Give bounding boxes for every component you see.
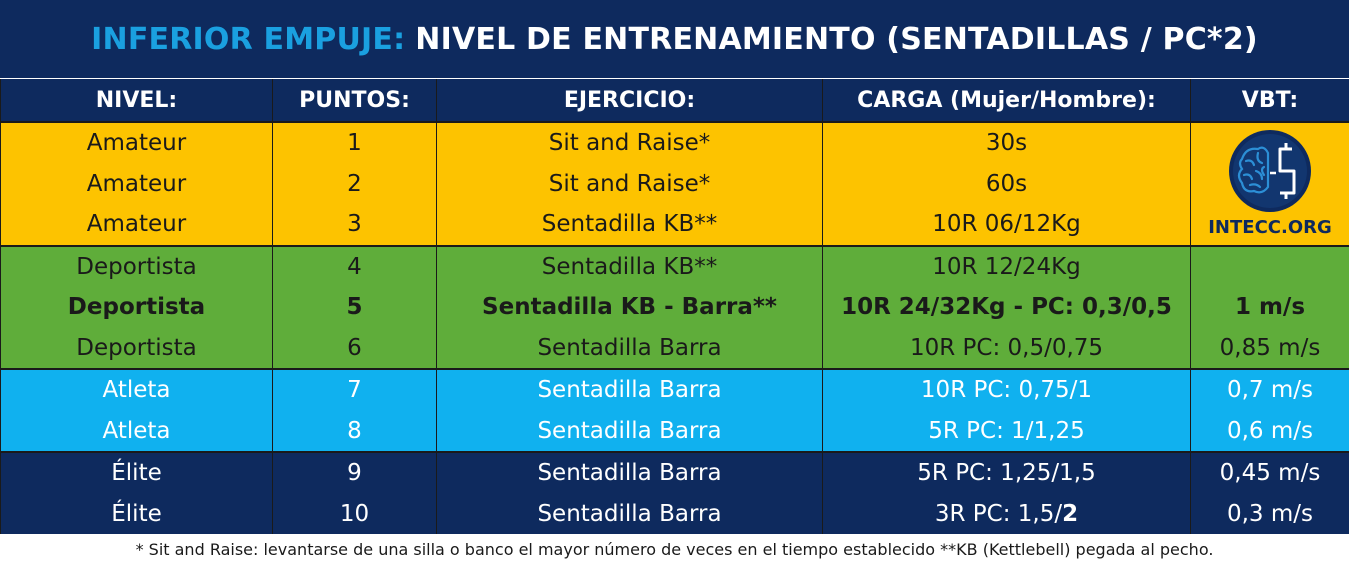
brain-s-logo-icon bbox=[1229, 130, 1311, 213]
cell-ejercicio: Sit and Raise* bbox=[436, 163, 823, 204]
cell-nivel: Atleta bbox=[0, 410, 273, 452]
title-bar: INFERIOR EMPUJE: NIVEL DE ENTRENAMIENTO … bbox=[0, 0, 1349, 78]
training-level-table: NIVEL: PUNTOS: EJERCICIO: CARGA (Mujer/H… bbox=[0, 79, 1349, 534]
cell-vbt: 0,3 m/s bbox=[1190, 493, 1349, 534]
cell-ejercicio: Sentadilla Barra bbox=[436, 368, 823, 411]
cell-nivel: Amateur bbox=[0, 163, 273, 204]
cell-vbt: 0,45 m/s bbox=[1190, 451, 1349, 494]
table-row: Deportista 5 Sentadilla KB - Barra** 10R… bbox=[0, 287, 1349, 328]
cell-ejercicio: Sentadilla Barra bbox=[436, 451, 823, 494]
cell-ejercicio: Sentadilla Barra bbox=[436, 493, 823, 534]
title-accent: INFERIOR EMPUJE: bbox=[91, 21, 406, 57]
cell-carga: 10R 12/24Kg bbox=[822, 244, 1191, 287]
cell-nivel: Deportista bbox=[0, 287, 273, 328]
cell-carga-bold: 2 bbox=[1062, 500, 1079, 527]
cell-nivel: Deportista bbox=[0, 327, 273, 369]
header-ejercicio: EJERCICIO: bbox=[436, 79, 823, 123]
cell-carga: 10R PC: 0,75/1 bbox=[822, 368, 1191, 411]
cell-puntos: 6 bbox=[272, 327, 437, 369]
table-row: Élite 9 Sentadilla Barra 5R PC: 1,25/1,5… bbox=[0, 451, 1349, 494]
cell-puntos: 5 bbox=[272, 287, 437, 328]
cell-ejercicio: Sentadilla Barra bbox=[436, 410, 823, 452]
logo-cell: INTECC.ORG bbox=[1190, 121, 1349, 246]
cell-carga: 60s bbox=[822, 163, 1191, 204]
header-row: NIVEL: PUNTOS: EJERCICIO: CARGA (Mujer/H… bbox=[0, 79, 1349, 123]
cell-puntos: 9 bbox=[272, 451, 437, 494]
cell-puntos: 2 bbox=[272, 163, 437, 204]
table-row: Élite 10 Sentadilla Barra 3R PC: 1,5/2 0… bbox=[0, 493, 1349, 534]
cell-vbt: 1 m/s bbox=[1190, 287, 1349, 328]
cell-vbt bbox=[1190, 244, 1349, 287]
cell-nivel: Amateur bbox=[0, 204, 273, 246]
table-row: Atleta 8 Sentadilla Barra 5R PC: 1/1,25 … bbox=[0, 410, 1349, 452]
cell-ejercicio: Sit and Raise* bbox=[436, 121, 823, 164]
table-row: Deportista 4 Sentadilla KB** 10R 12/24Kg bbox=[0, 244, 1349, 287]
table-row: Amateur 3 Sentadilla KB** 10R 06/12Kg bbox=[0, 204, 1349, 246]
cell-ejercicio: Sentadilla Barra bbox=[436, 327, 823, 369]
cell-puntos: 4 bbox=[272, 244, 437, 287]
cell-nivel: Élite bbox=[0, 493, 273, 534]
header-puntos: PUNTOS: bbox=[272, 79, 437, 123]
header-carga: CARGA (Mujer/Hombre): bbox=[822, 79, 1191, 123]
header-vbt: VBT: bbox=[1190, 79, 1349, 123]
cell-ejercicio: Sentadilla KB - Barra** bbox=[436, 287, 823, 328]
cell-vbt: 0,7 m/s bbox=[1190, 368, 1349, 411]
footnote: * Sit and Raise: levantarse de una silla… bbox=[135, 540, 1214, 559]
table-row: Amateur 2 Sit and Raise* 60s bbox=[0, 163, 1349, 204]
table-row: Amateur 1 Sit and Raise* 30s bbox=[0, 121, 1349, 246]
cell-carga: 30s bbox=[822, 121, 1191, 164]
header-nivel: NIVEL: bbox=[0, 79, 273, 123]
intecc-logo: INTECC.ORG bbox=[1191, 129, 1349, 238]
cell-carga: 5R PC: 1,25/1,5 bbox=[822, 451, 1191, 494]
cell-carga-text: 3R PC: 1,5/ bbox=[934, 500, 1063, 527]
cell-nivel: Deportista bbox=[0, 244, 273, 287]
table-row: Deportista 6 Sentadilla Barra 10R PC: 0,… bbox=[0, 327, 1349, 369]
cell-puntos: 10 bbox=[272, 493, 437, 534]
table-row: Atleta 7 Sentadilla Barra 10R PC: 0,75/1… bbox=[0, 368, 1349, 411]
cell-carga: 10R 24/32Kg - PC: 0,3/0,5 bbox=[822, 287, 1191, 328]
cell-ejercicio: Sentadilla KB** bbox=[436, 244, 823, 287]
cell-vbt: 0,6 m/s bbox=[1190, 410, 1349, 452]
cell-carga: 10R PC: 0,5/0,75 bbox=[822, 327, 1191, 369]
cell-vbt: 0,85 m/s bbox=[1190, 327, 1349, 369]
page-title: NIVEL DE ENTRENAMIENTO (SENTADILLAS / PC… bbox=[415, 21, 1258, 57]
cell-ejercicio: Sentadilla KB** bbox=[436, 204, 823, 246]
cell-nivel: Atleta bbox=[0, 368, 273, 411]
logo-text: INTECC.ORG bbox=[1208, 217, 1332, 239]
cell-carga: 5R PC: 1/1,25 bbox=[822, 410, 1191, 452]
cell-carga: 3R PC: 1,5/2 bbox=[822, 493, 1191, 534]
cell-puntos: 7 bbox=[272, 368, 437, 411]
cell-puntos: 3 bbox=[272, 204, 437, 246]
cell-nivel: Amateur bbox=[0, 121, 273, 164]
cell-puntos: 1 bbox=[272, 121, 437, 164]
cell-carga: 10R 06/12Kg bbox=[822, 204, 1191, 246]
cell-nivel: Élite bbox=[0, 451, 273, 494]
cell-puntos: 8 bbox=[272, 410, 437, 452]
